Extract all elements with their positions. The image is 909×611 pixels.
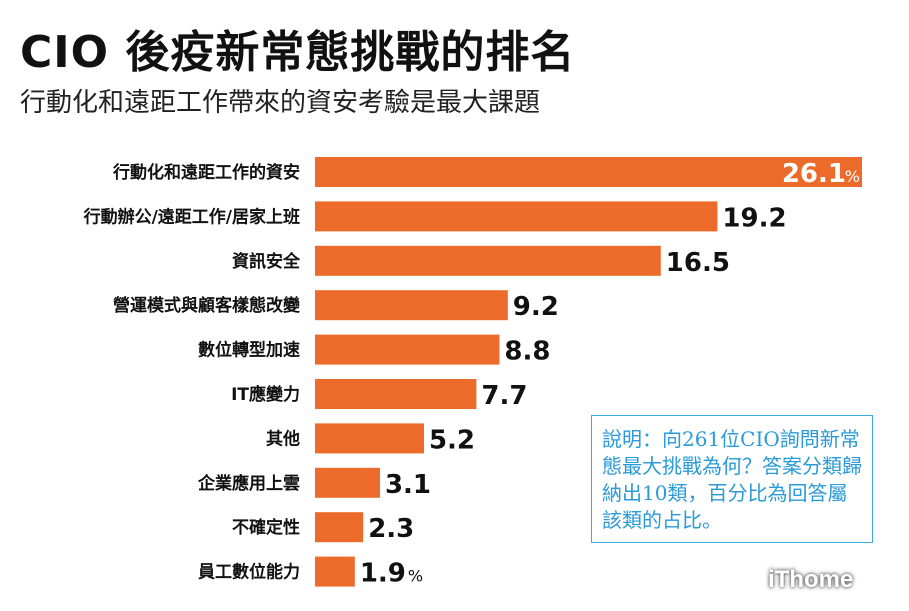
bar	[315, 512, 364, 543]
bar	[315, 556, 355, 587]
value-label: 5.2	[429, 425, 475, 455]
category-label: 其他	[266, 428, 300, 449]
value-label: 2.3	[368, 514, 414, 544]
bar	[315, 379, 477, 409]
value-label: 9.2	[513, 292, 559, 322]
value-label: 1.9	[360, 559, 406, 589]
unit-label: %	[408, 567, 423, 586]
bar	[315, 423, 424, 454]
value-label: 8.8	[504, 337, 550, 367]
value-label: 16.5	[666, 248, 730, 278]
category-label: 數位轉型加速	[198, 340, 300, 361]
chart-subtitle: 行動化和遠距工作帶來的資安考驗是最大課題	[20, 88, 541, 118]
value-label: 3.1	[385, 470, 431, 500]
unit-label: %	[845, 167, 860, 186]
category-label: 企業應用上雲	[197, 473, 300, 494]
bar	[315, 201, 718, 232]
bar	[315, 290, 508, 321]
category-label: 營運模式與顧客樣態改變	[113, 295, 301, 316]
value-label: 19.2	[722, 203, 786, 233]
chart-title: CIO 後疫新常態挑戰的排名	[20, 27, 576, 78]
category-label: 不確定性	[232, 517, 300, 538]
bar	[315, 467, 380, 498]
bar	[315, 157, 862, 187]
category-label: 行動化和遠距工作的資安	[112, 162, 300, 183]
category-label: 員工數位能力	[197, 562, 300, 583]
category-label: 資訊安全	[232, 251, 301, 272]
category-label: IT應變力	[231, 384, 300, 405]
category-label: 行動辦公/遠距工作/居家上班	[83, 206, 300, 227]
bar	[315, 245, 661, 276]
value-label: 7.7	[481, 381, 527, 411]
note-box: 說明：向261位CIO詢問新常態最大挑戰為何？答案分類歸納出10類，百分比為回答…	[591, 415, 873, 543]
value-label: 26.1	[782, 159, 846, 189]
ithome-logo: iThome	[768, 566, 854, 593]
bar	[315, 334, 500, 365]
